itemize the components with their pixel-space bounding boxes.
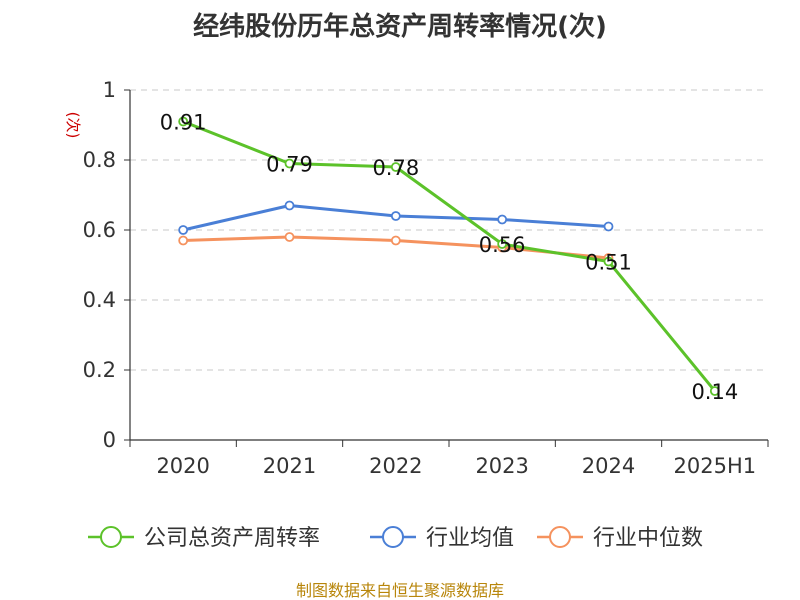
legend-marker-0: [100, 526, 122, 548]
y-tick-label-0: 0: [103, 428, 116, 452]
legend-label-2: 行业中位数: [593, 526, 703, 551]
data-label-3: 0.56: [479, 233, 526, 257]
series-point-2-2: [390, 235, 401, 246]
axes: [124, 89, 769, 447]
x-tick-label-1: 2021: [263, 454, 316, 478]
x-tick-label-3: 2023: [475, 454, 528, 478]
y-axis-label: (次): [64, 112, 82, 139]
series-point-0-1: [284, 158, 295, 169]
legend-label-1: 行业均值: [426, 526, 514, 551]
y-tick-label-3: 0.6: [83, 218, 116, 242]
legend-marker-1: [382, 526, 404, 548]
chart-title: 经纬股份历年总资产周转率情况(次): [193, 11, 607, 42]
series-point-0-3: [497, 239, 508, 249]
y-tick-labels: 0 0.2 0.4 0.6 0.8 1: [83, 78, 116, 452]
data-label-5: 0.14: [691, 380, 738, 404]
series-point-0-5: [709, 386, 720, 396]
legend-marker-2: [549, 526, 571, 548]
series-point-2-0: [178, 235, 189, 246]
y-tick-label-2: 0.4: [83, 288, 116, 312]
series-point-0-0: [178, 116, 189, 127]
series-point-0-2: [390, 162, 401, 172]
x-tick-label-2: 2022: [369, 454, 422, 478]
series-point-1-1: [284, 200, 295, 211]
series-point-1-3: [497, 214, 508, 225]
series-point-0-4: [603, 256, 614, 267]
series-point-1-0: [178, 225, 189, 235]
x-tick-label-4: 2024: [582, 454, 635, 478]
series-layer: 0.91 0.79 0.78 0.56 0.51 0.14: [160, 111, 738, 405]
series-point-2-1: [284, 232, 295, 242]
data-source: 制图数据来自恒生聚源数据库: [296, 581, 504, 600]
y-tick-label-1: 0.2: [83, 358, 116, 382]
data-label-0: 0.91: [160, 111, 207, 135]
x-tick-label-5: 2025H1: [674, 454, 757, 478]
y-tick-label-4: 0.8: [83, 148, 116, 172]
legend: 公司总资产周转率 行业均值 行业中位数: [88, 526, 703, 551]
y-tick-label-5: 1: [103, 78, 116, 102]
x-tick-label-0: 2020: [156, 454, 209, 478]
data-label-2: 0.78: [372, 156, 419, 180]
series-point-1-4: [603, 221, 614, 232]
series-line-0: [182, 120, 716, 392]
legend-label-0: 公司总资产周转率: [144, 526, 320, 551]
series-point-1-2: [390, 211, 401, 221]
grid-lines: [130, 89, 768, 371]
x-tick-labels: 2020 2021 2022 2023 2024 2025H1: [156, 454, 756, 478]
data-label-1: 0.79: [266, 153, 313, 177]
data-label-4: 0.51: [585, 251, 632, 275]
